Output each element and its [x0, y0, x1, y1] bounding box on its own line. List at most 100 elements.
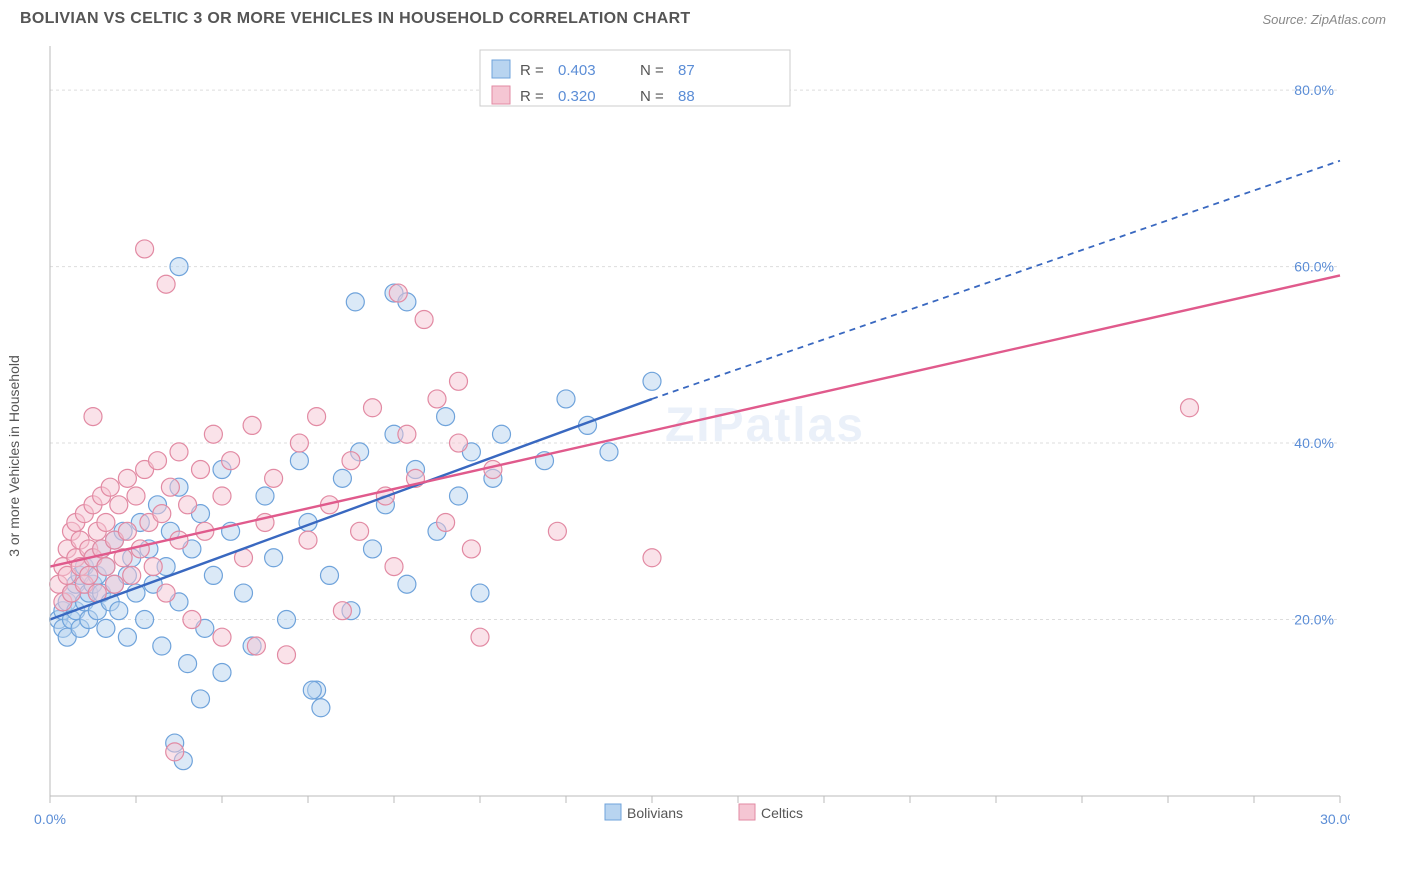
- legend-r-label: R =: [520, 88, 544, 105]
- data-point: [101, 478, 119, 496]
- data-point: [136, 611, 154, 629]
- trend-line: [50, 399, 652, 620]
- data-point: [243, 416, 261, 434]
- data-point: [265, 549, 283, 567]
- data-point: [643, 372, 661, 390]
- y-tick-label: 60.0%: [1294, 259, 1334, 275]
- data-point: [450, 487, 468, 505]
- data-point: [450, 434, 468, 452]
- data-point: [308, 408, 326, 426]
- data-point: [97, 558, 115, 576]
- data-point: [106, 575, 124, 593]
- data-point: [157, 584, 175, 602]
- data-point: [333, 602, 351, 620]
- data-point: [256, 487, 274, 505]
- data-point: [299, 531, 317, 549]
- legend-series-label: Celtics: [761, 805, 803, 821]
- data-point: [213, 628, 231, 646]
- data-point: [161, 478, 179, 496]
- data-point: [462, 540, 480, 558]
- data-point: [97, 619, 115, 637]
- data-point: [471, 628, 489, 646]
- data-point: [213, 663, 231, 681]
- data-point: [450, 372, 468, 390]
- chart-header: BOLIVIAN VS CELTIC 3 OR MORE VEHICLES IN…: [0, 0, 1406, 36]
- data-point: [385, 558, 403, 576]
- data-point: [437, 408, 455, 426]
- y-axis-label: 3 or more Vehicles in Household: [6, 355, 22, 557]
- chart-container: 3 or more Vehicles in Household ZIPatlas…: [20, 36, 1386, 876]
- data-point: [484, 461, 502, 479]
- legend-swatch: [605, 804, 621, 820]
- data-point: [123, 566, 141, 584]
- data-point: [157, 275, 175, 293]
- data-point: [80, 566, 98, 584]
- data-point: [398, 425, 416, 443]
- data-point: [118, 628, 136, 646]
- svg-text:ZIPatlas: ZIPatlas: [665, 399, 865, 452]
- legend-n-value: 88: [678, 88, 695, 105]
- data-point: [247, 637, 265, 655]
- data-point: [342, 452, 360, 470]
- x-tick-label: 30.0%: [1320, 811, 1350, 827]
- data-point: [204, 566, 222, 584]
- data-point: [351, 522, 369, 540]
- data-point: [312, 699, 330, 717]
- data-point: [136, 240, 154, 258]
- data-point: [364, 540, 382, 558]
- legend-n-label: N =: [640, 62, 664, 79]
- data-point: [493, 425, 511, 443]
- y-tick-label: 80.0%: [1294, 82, 1334, 98]
- data-point: [192, 461, 210, 479]
- data-point: [213, 487, 231, 505]
- data-point: [153, 505, 171, 523]
- data-point: [179, 655, 197, 673]
- legend-r-label: R =: [520, 62, 544, 79]
- x-tick-label: 0.0%: [34, 811, 66, 827]
- legend-swatch: [739, 804, 755, 820]
- data-point: [110, 602, 128, 620]
- data-point: [398, 575, 416, 593]
- legend-r-value: 0.320: [558, 88, 596, 105]
- data-point: [127, 487, 145, 505]
- data-point: [415, 311, 433, 329]
- data-point: [333, 469, 351, 487]
- data-point: [346, 293, 364, 311]
- data-point: [97, 513, 115, 531]
- data-point: [204, 425, 222, 443]
- data-point: [548, 522, 566, 540]
- legend-series-label: Bolivians: [627, 805, 683, 821]
- trend-line: [50, 275, 1340, 566]
- legend-swatch: [492, 60, 510, 78]
- chart-title: BOLIVIAN VS CELTIC 3 OR MORE VEHICLES IN…: [20, 10, 691, 28]
- data-point: [84, 408, 102, 426]
- correlation-chart: ZIPatlas0.0%30.0%20.0%40.0%60.0%80.0%R =…: [20, 36, 1350, 876]
- data-point: [235, 584, 253, 602]
- data-point: [179, 496, 197, 514]
- legend-r-value: 0.403: [558, 62, 596, 79]
- data-point: [118, 522, 136, 540]
- data-point: [643, 549, 661, 567]
- data-point: [1181, 399, 1199, 417]
- data-point: [118, 469, 136, 487]
- legend-swatch: [492, 86, 510, 104]
- data-point: [557, 390, 575, 408]
- trend-line-extrapolated: [652, 161, 1340, 399]
- data-point: [153, 637, 171, 655]
- data-point: [437, 513, 455, 531]
- legend-n-label: N =: [640, 88, 664, 105]
- data-point: [170, 443, 188, 461]
- data-point: [471, 584, 489, 602]
- data-point: [278, 646, 296, 664]
- legend-n-value: 87: [678, 62, 695, 79]
- data-point: [303, 681, 321, 699]
- data-point: [149, 452, 167, 470]
- data-point: [600, 443, 618, 461]
- data-point: [321, 566, 339, 584]
- data-point: [428, 390, 446, 408]
- chart-source: Source: ZipAtlas.com: [1262, 12, 1386, 27]
- data-point: [389, 284, 407, 302]
- y-tick-label: 20.0%: [1294, 612, 1334, 628]
- data-point: [183, 611, 201, 629]
- data-point: [144, 558, 162, 576]
